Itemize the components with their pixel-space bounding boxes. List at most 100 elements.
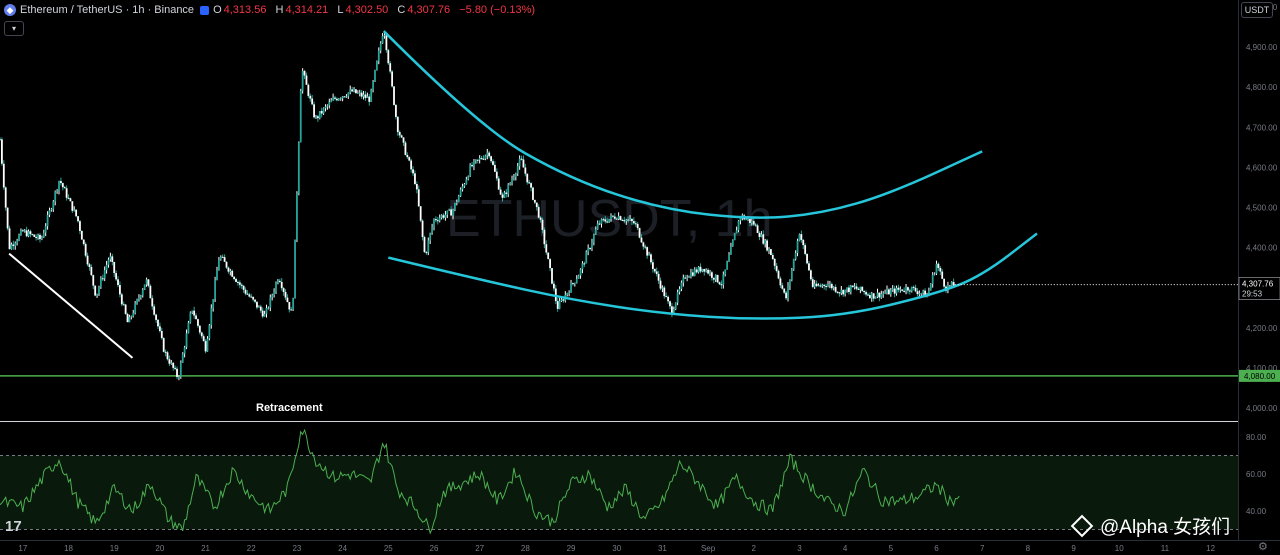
candle-body bbox=[768, 249, 770, 251]
candle-body bbox=[625, 219, 628, 222]
candle-body bbox=[513, 177, 515, 180]
time-tick-label: 12 bbox=[1206, 544, 1215, 553]
candle-body bbox=[568, 292, 571, 294]
candle-body bbox=[115, 273, 118, 280]
candle-body bbox=[594, 229, 597, 235]
candle-body bbox=[838, 292, 841, 294]
candle-body bbox=[712, 277, 715, 280]
flag-icon[interactable] bbox=[200, 5, 210, 15]
candle-body bbox=[240, 284, 243, 286]
candle-body bbox=[505, 192, 508, 194]
time-tick-label: 22 bbox=[247, 544, 256, 553]
settings-gear-icon[interactable]: ⚙ bbox=[1258, 541, 1268, 553]
candle-body bbox=[63, 187, 66, 189]
candle-body bbox=[27, 231, 30, 237]
candle-body bbox=[602, 219, 605, 221]
candle-body bbox=[158, 326, 161, 332]
candle-body bbox=[863, 290, 866, 293]
candle-body bbox=[248, 294, 251, 297]
candle-body bbox=[2, 163, 5, 188]
candle-body bbox=[408, 157, 411, 161]
candle-body bbox=[556, 301, 559, 309]
candle-body bbox=[718, 282, 721, 285]
candle-body bbox=[473, 160, 475, 167]
candle-body bbox=[132, 312, 135, 317]
candle-body bbox=[278, 280, 281, 282]
candle-body bbox=[691, 272, 694, 276]
candle-body bbox=[198, 325, 201, 333]
candle-body bbox=[585, 252, 588, 264]
candle-body bbox=[798, 234, 801, 241]
candle-body bbox=[358, 92, 361, 94]
candle-body bbox=[747, 218, 749, 220]
candle-body bbox=[84, 244, 87, 256]
candle-body bbox=[511, 179, 513, 184]
candle-body bbox=[598, 223, 601, 225]
candle-body bbox=[311, 98, 314, 105]
candle-body bbox=[206, 338, 209, 352]
candle-body bbox=[124, 304, 127, 314]
candle-body bbox=[889, 290, 892, 295]
candle-body bbox=[891, 288, 894, 291]
candle-body bbox=[65, 188, 68, 198]
lower-channel-curve bbox=[388, 232, 1038, 320]
candle-body bbox=[297, 142, 300, 194]
candle-body bbox=[642, 242, 645, 247]
candle-body bbox=[8, 228, 11, 250]
candle-body bbox=[912, 286, 915, 288]
candle-body bbox=[518, 158, 521, 167]
candle-body bbox=[910, 286, 913, 292]
candle-body bbox=[309, 95, 312, 99]
candle-body bbox=[817, 285, 820, 287]
candle-body bbox=[939, 267, 942, 272]
candle-body bbox=[533, 199, 536, 203]
candle-body bbox=[187, 322, 190, 334]
candle-body bbox=[105, 264, 108, 271]
candle-body bbox=[884, 292, 887, 294]
candle-body bbox=[596, 223, 599, 230]
candle-body bbox=[920, 293, 923, 295]
time-tick-label: 23 bbox=[292, 544, 301, 553]
candle-body bbox=[813, 283, 816, 287]
candle-body bbox=[808, 263, 810, 271]
candle-body bbox=[395, 104, 397, 117]
candle-body bbox=[665, 296, 668, 298]
candle-body bbox=[164, 351, 167, 353]
candle-body bbox=[434, 219, 437, 221]
candle-body bbox=[851, 285, 854, 288]
price-tick-label: 4,000.00 bbox=[1246, 404, 1278, 413]
candle-body bbox=[143, 284, 146, 290]
candle-body bbox=[619, 216, 622, 221]
candle-body bbox=[950, 282, 953, 286]
candle-body bbox=[775, 265, 778, 271]
candle-body bbox=[581, 263, 584, 270]
candle-body bbox=[12, 244, 15, 246]
candle-body bbox=[790, 269, 793, 280]
symbol-title[interactable]: Ethereum / TetherUS · 1h · Binance bbox=[20, 4, 195, 16]
candle-body bbox=[31, 234, 34, 236]
candle-body bbox=[444, 214, 447, 218]
candle-body bbox=[777, 270, 780, 279]
candle-body bbox=[543, 229, 546, 245]
candle-body bbox=[935, 263, 938, 274]
candle-body bbox=[680, 282, 683, 289]
candle-body bbox=[307, 84, 310, 96]
candle-body bbox=[191, 310, 194, 313]
candle-body bbox=[476, 159, 479, 161]
candle-body bbox=[269, 297, 272, 308]
candle-body bbox=[277, 280, 279, 283]
time-tick-label: 2 bbox=[752, 544, 757, 553]
currency-button[interactable]: USDT bbox=[1241, 2, 1273, 18]
candle-body bbox=[391, 71, 394, 87]
collapse-chevron-icon[interactable]: ▾ bbox=[4, 21, 24, 36]
trendline bbox=[8, 252, 134, 359]
candle-body bbox=[39, 234, 41, 240]
price-tick-label: 4,600.00 bbox=[1246, 163, 1278, 172]
candle-body bbox=[769, 249, 772, 255]
candle-body bbox=[294, 239, 296, 299]
candle-body bbox=[336, 98, 338, 101]
tradingview-logo[interactable]: 17 bbox=[5, 518, 22, 535]
candle-body bbox=[349, 89, 352, 93]
candle-body bbox=[29, 231, 32, 235]
